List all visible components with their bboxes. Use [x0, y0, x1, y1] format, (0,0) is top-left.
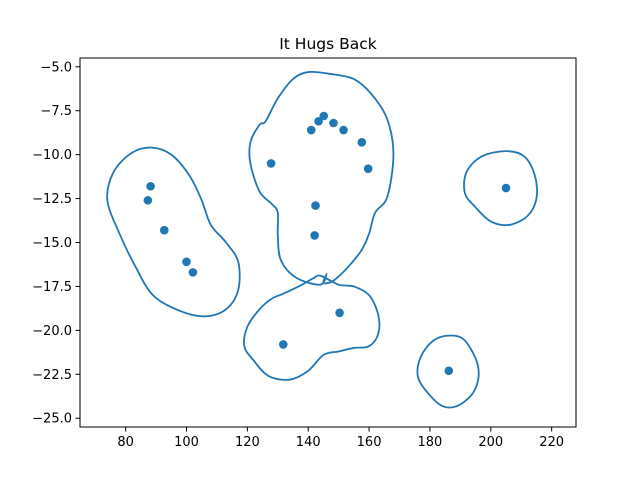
scatter-point: [311, 201, 320, 210]
scatter-point: [159, 225, 169, 235]
contour-line: [416, 334, 480, 409]
x-tick-label: 80: [117, 435, 134, 450]
contour-line: [248, 70, 395, 286]
scatter-points: [143, 111, 511, 376]
scatter-point: [278, 340, 288, 349]
x-tick-label: 200: [478, 435, 503, 450]
contour-line: [243, 274, 381, 381]
y-tick-label: −10.0: [32, 148, 72, 163]
y-tick-label: −17.5: [32, 280, 72, 295]
chart-title: It Hugs Back: [279, 35, 377, 53]
scatter-point: [146, 181, 155, 191]
x-tick-label: 120: [235, 435, 260, 450]
x-tick-label: 140: [296, 435, 321, 450]
y-tick-label: −22.5: [32, 368, 72, 383]
scatter-point: [329, 118, 338, 128]
y-tick-label: −7.5: [40, 104, 72, 119]
scatter-point: [319, 111, 329, 121]
contour-lines: [106, 70, 538, 409]
scatter-point: [182, 257, 191, 267]
x-tick-label: 160: [357, 435, 382, 450]
scatter-point: [363, 164, 373, 173]
y-axis: −5.0 −7.5 −10.0 −12.5 −15.0 −17.5 −20.0 −22.5 −2…: [32, 60, 80, 427]
scatter-point: [335, 308, 344, 318]
contour-line: [106, 146, 241, 318]
x-tick-label: 180: [418, 435, 443, 450]
y-tick-label: −12.5: [32, 192, 72, 207]
scatter-point: [188, 268, 198, 277]
scatter-point: [310, 231, 319, 240]
scatter-point: [266, 159, 276, 168]
y-tick-label: −25.0: [32, 412, 72, 427]
y-tick-label: −5.0: [40, 60, 72, 75]
y-tick-label: −15.0: [32, 236, 72, 251]
scatter-point: [306, 125, 316, 135]
x-tick-label: 220: [539, 435, 564, 450]
contour-line: [463, 150, 538, 227]
scatter-point: [444, 366, 454, 376]
plot-area: [106, 70, 538, 409]
x-axis: 80 100 120 140 160 180 200 220: [117, 427, 564, 450]
x-tick-label: 100: [174, 435, 199, 450]
scatter-point: [501, 183, 511, 193]
scatter-point: [314, 116, 323, 126]
scatter-point: [339, 125, 348, 135]
scatter-point: [143, 196, 153, 205]
scatter-point: [357, 138, 367, 147]
y-tick-label: −20.0: [32, 324, 72, 339]
